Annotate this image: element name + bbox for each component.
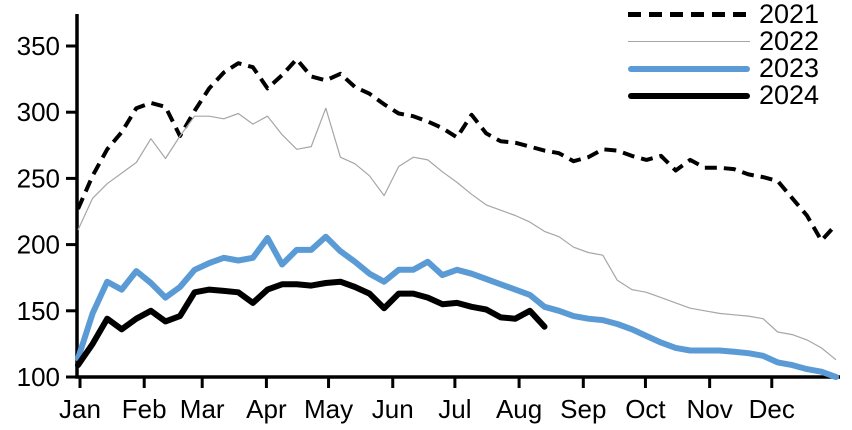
legend-label: 2024 [759,80,820,110]
series-line-2024 [75,278,548,369]
series-line-2023 [75,233,839,380]
x-axis-month-label: Aug [496,394,542,424]
y-axis-tick-label: 100 [17,362,60,392]
legend-item-2022: 2022 [628,28,819,55]
x-axis-month-label: May [304,394,353,424]
x-axis-month-label: Jul [438,394,471,424]
x-axis-month-label: Sep [560,394,606,424]
y-axis-tick-label: 350 [17,31,60,61]
x-axis-month-label: Oct [625,394,666,424]
legend-label: 2021 [759,0,820,29]
y-axis-tick-label: 150 [17,296,60,326]
y-axis-tick-label: 200 [17,230,60,260]
legend-item-2024: 2024 [628,82,819,109]
x-axis-month-label: Jan [59,394,101,424]
legend-swatch-thin-gray-line [628,41,750,42]
y-axis-tick-label: 250 [17,163,60,193]
series-line-2022 [77,107,837,361]
legend-swatch-dashed-line [628,12,750,17]
legend-swatch-black-line [628,92,750,99]
x-axis-month-label: Mar [180,394,225,424]
x-axis-month-label: Dec [749,394,795,424]
x-axis-month-label: Nov [687,394,733,424]
x-axis-month-label: Feb [122,394,167,424]
legend-swatch-blue-line [628,65,750,72]
legend-item-2021: 2021 [628,1,819,28]
legend-label: 2023 [759,53,820,83]
legend-item-2023: 2023 [628,55,819,82]
legend-label: 2022 [759,26,820,56]
y-axis-tick-label: 300 [17,97,60,127]
chart-legend: 2021 2022 2023 2024 [628,1,819,109]
x-axis-month-label: Apr [246,394,287,424]
series-line-2021 [76,57,838,243]
x-axis-month-label: Jun [372,394,414,424]
